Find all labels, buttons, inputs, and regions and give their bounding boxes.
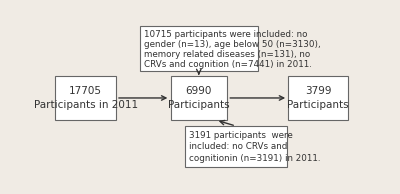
FancyBboxPatch shape bbox=[171, 76, 227, 120]
Text: 3799
Participants: 3799 Participants bbox=[287, 86, 349, 110]
Text: 3191 participants  were: 3191 participants were bbox=[188, 131, 292, 140]
Text: included: no CRVs and: included: no CRVs and bbox=[188, 142, 287, 152]
Text: gender (n=13), age below 50 (n=3130),: gender (n=13), age below 50 (n=3130), bbox=[144, 40, 320, 49]
Text: 10715 participants were included: no: 10715 participants were included: no bbox=[144, 30, 307, 39]
Text: memory related diseases (n=131), no: memory related diseases (n=131), no bbox=[144, 50, 310, 59]
Text: 17705
Participants in 2011: 17705 Participants in 2011 bbox=[34, 86, 138, 110]
FancyBboxPatch shape bbox=[56, 76, 116, 120]
FancyBboxPatch shape bbox=[288, 76, 348, 120]
Text: CRVs and cognition (n=7441) in 2011.: CRVs and cognition (n=7441) in 2011. bbox=[144, 60, 312, 69]
FancyBboxPatch shape bbox=[140, 26, 258, 71]
Text: 6990
Participants: 6990 Participants bbox=[168, 86, 230, 110]
Text: cognitionin (n=3191) in 2011.: cognitionin (n=3191) in 2011. bbox=[188, 154, 320, 163]
FancyBboxPatch shape bbox=[185, 126, 287, 167]
